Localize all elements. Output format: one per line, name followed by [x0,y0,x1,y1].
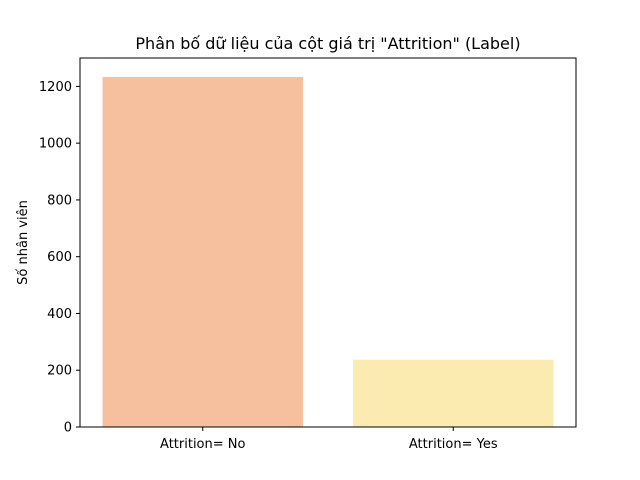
chart-title: Phân bố dữ liệu của cột giá trị "Attriti… [135,34,520,53]
x-tick-label: Attrition= No [160,437,245,452]
bar-0 [102,77,303,427]
x-axis: Attrition= No Attrition= Yes [160,427,498,452]
plot-frame [79,57,577,428]
y-tick-label: 800 [47,193,72,208]
bar-1 [353,359,554,427]
y-tick-label: 600 [47,250,72,265]
y-tick-label: 400 [47,307,72,322]
y-axis: 0 200 400 600 800 1000 1200 [39,80,80,436]
y-tick-label: 1200 [39,80,72,95]
y-tick-label: 1000 [39,137,72,152]
y-tick-label: 200 [47,364,72,379]
y-tick-label: 0 [64,421,72,436]
x-tick-label: Attrition= Yes [409,437,498,452]
bars-layer [102,77,554,427]
y-axis-label: Số nhân viên [16,200,31,285]
